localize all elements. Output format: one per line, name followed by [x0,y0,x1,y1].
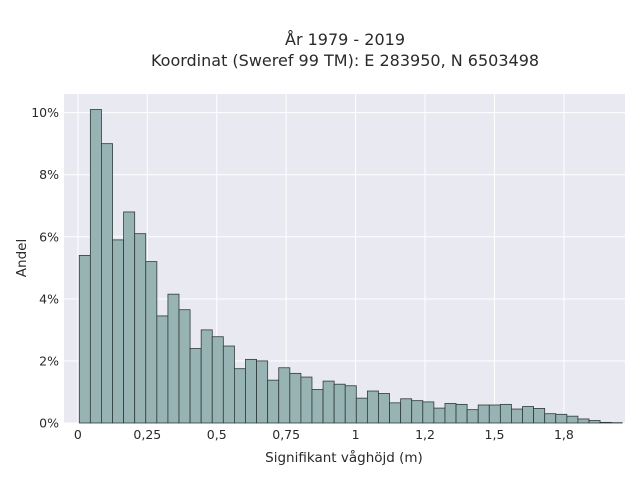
histogram-bar [200,329,213,424]
histogram-bar [544,413,557,424]
y-tick-label: 4% [39,291,59,306]
histogram-bar [101,143,113,424]
x-tick-label: 1 [352,427,360,442]
histogram-bar [522,406,535,424]
bar-series [78,109,623,424]
histogram-bar [256,360,269,424]
histogram-bar [555,413,568,424]
histogram-bar [400,398,413,424]
histogram-bar [222,345,235,424]
histogram-bar [189,348,202,424]
histogram-bar [499,403,512,424]
histogram-bar [378,393,390,424]
histogram-bar [444,403,457,424]
histogram-bar [156,315,169,424]
x-axis-label: Signifikant våghöjd (m) [265,449,423,466]
histogram-bar [322,380,335,424]
histogram-bar [145,261,158,424]
histogram-bar [333,383,346,424]
histogram-bar [566,415,579,424]
y-axis-label: Andel [14,239,30,277]
histogram-bar [389,402,402,424]
x-tick-label: 1,5 [485,427,505,442]
y-tick-label: 10% [31,105,59,120]
histogram-bar [355,397,368,424]
histogram-bar [455,403,468,424]
histogram-bar [588,420,601,424]
histogram-bar [433,407,446,424]
x-axis-ticks: 0 0,25 0,5 0,75 1 1,2 1,5 1,8 [74,427,574,442]
histogram-bar [300,376,313,424]
histogram-bar [112,239,124,424]
histogram-bar [89,109,102,424]
histogram-bar [411,400,424,424]
x-tick-label: 1,8 [554,427,574,442]
histogram-bar [234,368,246,424]
x-tick-label: 0,25 [133,427,161,442]
histogram-bar [267,379,280,424]
histogram-bar [344,385,357,424]
histogram-bar [178,309,191,424]
histogram-bar [599,421,612,424]
histogram-bar [577,418,590,424]
x-tick-label: 0,75 [272,427,300,442]
y-tick-label: 0% [39,416,59,431]
x-tick-label: 0 [74,427,82,442]
y-axis-ticks: 0% 2% 4% 6% 8% 10% [31,105,59,430]
x-tick-label: 0,5 [207,427,227,442]
histogram-bar [211,336,224,424]
histogram-bar [533,408,546,424]
chart-title-line-1: År 1979 - 2019 [285,30,405,49]
histogram-bar [167,293,180,424]
histogram-bar [488,404,501,424]
histogram-bar [466,409,479,424]
histogram-bar [134,233,147,424]
histogram-bar [123,211,136,424]
histogram-bar [366,390,379,424]
x-tick-label: 1,2 [415,427,435,442]
histogram-bar [78,254,91,424]
histogram-bar [311,389,324,424]
histogram-bar [245,358,257,424]
chart-title-line-2: Koordinat (Sweref 99 TM): E 283950, N 65… [151,51,539,70]
histogram-bar [422,401,435,424]
y-tick-label: 6% [39,229,59,244]
y-tick-label: 2% [39,353,59,368]
histogram-bar [289,372,302,424]
histogram-bar [511,408,523,424]
histogram-bar [278,367,291,424]
y-tick-label: 8% [39,167,59,182]
histogram-bar [477,404,490,424]
